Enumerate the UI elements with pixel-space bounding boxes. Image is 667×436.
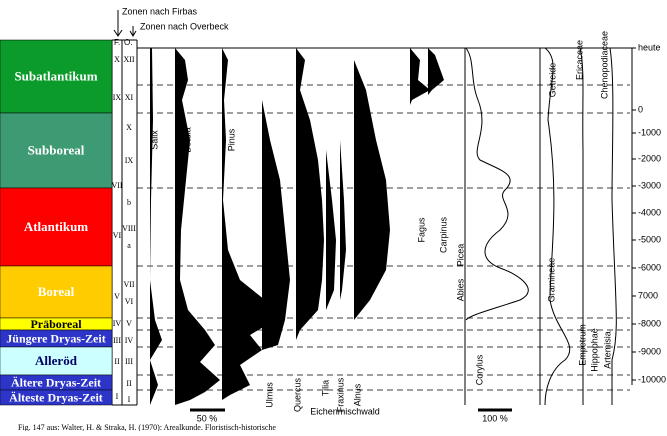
zone-overbeck: IX	[125, 156, 134, 165]
scale-label: 50 %	[197, 413, 218, 423]
time-label: 7000	[638, 290, 658, 300]
taxon-label: Eichenmischwald	[310, 406, 380, 416]
taxon-label: Fagus	[416, 217, 426, 243]
pollen-curves	[150, 48, 444, 405]
zone-overbeck: b	[127, 198, 131, 207]
period-band	[0, 265, 113, 319]
zone-overbeck: VIII	[122, 224, 136, 233]
taxon-label: Gramineae	[546, 258, 556, 303]
zone-overbeck: II	[126, 379, 132, 388]
zone-overbeck: III	[125, 357, 133, 366]
alnus-curve	[354, 60, 390, 320]
pinus-curve	[222, 48, 275, 400]
zone-firbas: X	[114, 55, 120, 64]
fagus-curve	[410, 48, 430, 105]
taxon-label: Picea	[455, 244, 465, 267]
taxon-label: Artemisia	[602, 331, 612, 369]
quercus-curve	[296, 48, 324, 340]
carpinus-curve	[428, 48, 444, 95]
caption: Fig. 147 aus: Walter, H. & Straka, H. (1…	[18, 423, 276, 431]
zone-overbeck: XII	[123, 55, 134, 64]
period-label: Präboreal	[30, 317, 82, 331]
fraxinus-curve	[340, 140, 346, 300]
period-label: Jüngere Dryas-Zeit	[6, 331, 105, 345]
period-label: Ältere Dryas-Zeit	[11, 375, 101, 389]
taxon-label: Fraxinus	[335, 377, 345, 412]
time-label: -8000	[638, 318, 661, 328]
period-label: Atlantikum	[24, 219, 88, 234]
taxon-label: Hippophaë	[589, 328, 599, 372]
betula-curve	[175, 48, 220, 405]
time-label: -2000	[638, 153, 661, 163]
taxon-label: Alnus	[352, 383, 362, 406]
taxon-label: Ulmus	[264, 382, 274, 408]
period-label: Älteste Dryas-Zeit	[9, 390, 103, 404]
time-label: -3000	[638, 180, 661, 190]
zone-overbeck: XI	[125, 93, 134, 102]
zone-overbeck: VII	[123, 280, 134, 289]
taxon-label: Getreide	[547, 63, 557, 98]
period-label: Boreal	[38, 284, 75, 299]
period-label: Subatlantikum	[14, 68, 97, 83]
annotation: Zonen nach Overbeck	[140, 21, 229, 31]
ulmus-curve	[262, 100, 290, 350]
taxon-label: Empetrum	[577, 324, 587, 366]
taxon-label: Abies	[455, 278, 465, 301]
zone-firbas: V	[114, 292, 120, 301]
taxon-label: Pinus	[226, 128, 236, 151]
line-curves	[464, 47, 617, 406]
time-label: 0	[638, 104, 643, 114]
salix-curve	[150, 48, 162, 405]
taxon-label: Betula	[182, 127, 192, 153]
taxon-label: Salix	[149, 130, 159, 150]
period-label: Subboreal	[28, 142, 85, 157]
zone-firbas: III	[113, 336, 121, 345]
zone-overbeck: X	[126, 123, 132, 132]
zone-firbas: IX	[113, 93, 122, 102]
time-label: -5000	[638, 234, 661, 244]
scale-label: 100 %	[482, 413, 508, 423]
period-band	[0, 39, 113, 114]
time-label: -1000	[638, 127, 661, 137]
zone-firbas: I	[116, 392, 119, 401]
period-label: Alleröd	[35, 353, 78, 368]
annotation: Zonen nach Firbas	[122, 6, 198, 16]
taxon-label: Tilia	[320, 380, 330, 396]
zone-firbas: IV	[113, 319, 122, 328]
time-label: -6000	[638, 262, 661, 272]
zone-overbeck: a	[127, 241, 131, 250]
tilia-curve	[326, 150, 336, 310]
time-label: -9000	[638, 346, 661, 356]
taxon-label: Corylus	[474, 354, 484, 385]
time-label: heute	[638, 42, 661, 52]
zone-dividers	[137, 84, 630, 391]
time-label: -10000	[638, 374, 666, 384]
period-band	[0, 346, 113, 376]
zone-header: O.	[124, 38, 132, 47]
zone-overbeck: VI	[125, 297, 134, 306]
zone-overbeck: V	[126, 319, 132, 328]
zone-overbeck: IV	[125, 336, 134, 345]
period-band	[0, 389, 113, 406]
taxon-label: Quercus	[292, 377, 302, 412]
time-label: -4000	[638, 207, 661, 217]
zone-firbas: VII	[111, 181, 122, 190]
zone-firbas: II	[114, 357, 120, 366]
period-band	[0, 187, 113, 267]
taxon-label: Ericaceae	[574, 40, 584, 80]
taxon-label: Chenopodiaceae	[599, 31, 609, 99]
zone-header: F.	[114, 38, 120, 47]
zone-overbeck: I	[128, 395, 131, 404]
period-band	[0, 112, 113, 189]
taxon-label: Carpinus	[438, 216, 448, 253]
zone-firbas: VI	[113, 231, 122, 240]
